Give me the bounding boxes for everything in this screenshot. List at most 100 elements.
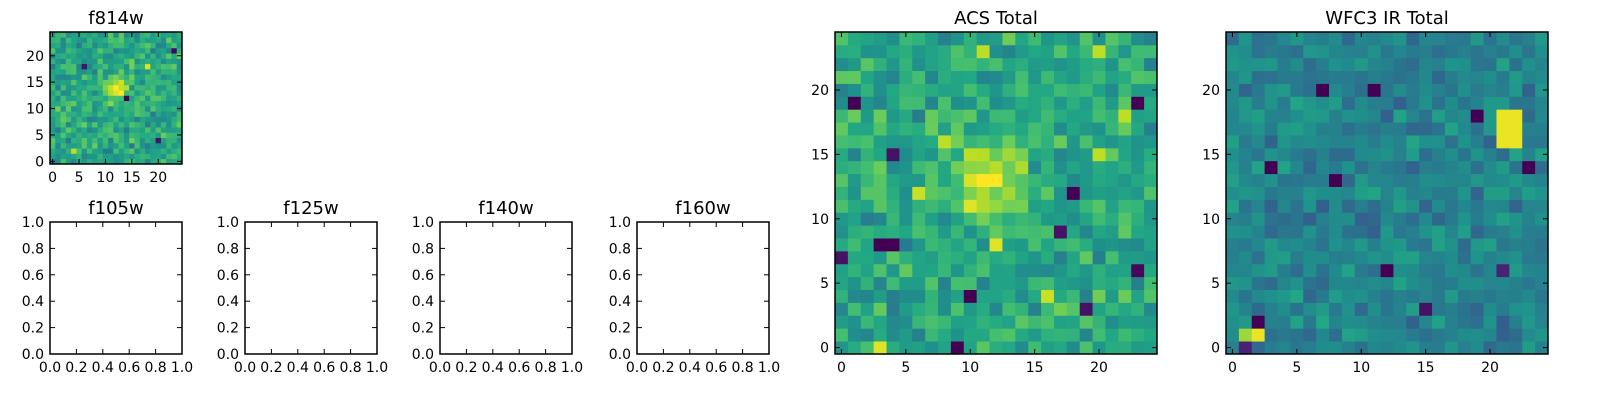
heatmap-cell	[129, 53, 135, 59]
heatmap-cell	[1226, 122, 1240, 136]
heatmap-cell	[92, 116, 98, 123]
heatmap-cell	[92, 111, 98, 117]
heatmap-cell	[1251, 160, 1266, 175]
heatmap-cell	[65, 132, 72, 138]
heatmap-cell	[123, 142, 130, 149]
heatmap-cell	[847, 212, 862, 226]
heatmap-cell	[1290, 186, 1304, 200]
heatmap-cell	[1015, 289, 1029, 303]
heatmap-cell	[118, 116, 125, 123]
heatmap-cell	[60, 142, 67, 149]
heatmap-cell	[1264, 315, 1278, 329]
x-tick-label: 5	[1292, 360, 1301, 376]
heatmap-cell	[118, 111, 125, 117]
heatmap-cell	[134, 153, 141, 160]
heatmap-cell	[1092, 44, 1106, 59]
heatmap-cell	[1522, 122, 1536, 136]
heatmap-cell	[1079, 44, 1093, 59]
heatmap-cell	[166, 74, 172, 80]
heatmap-cell	[139, 127, 146, 133]
heatmap-cell	[1290, 44, 1304, 59]
heatmap-cell	[1406, 186, 1420, 200]
heatmap-cell	[899, 122, 913, 136]
y-tick-label: 20	[26, 49, 44, 65]
heatmap-cell	[155, 153, 162, 160]
heatmap-cell	[1131, 32, 1145, 46]
heatmap-cell	[102, 100, 109, 107]
heatmap-cell	[129, 68, 135, 75]
heatmap-cell	[1496, 70, 1510, 84]
heatmap-cell	[60, 137, 67, 144]
heatmap-cell	[1419, 122, 1433, 136]
heatmap-cell	[1015, 32, 1029, 46]
heatmap-cell	[1329, 57, 1343, 72]
heatmap-cell	[899, 83, 913, 97]
heatmap-cell	[123, 100, 130, 107]
heatmap-cell	[71, 42, 77, 49]
heatmap-cell	[1393, 135, 1407, 149]
heatmap-cell	[925, 173, 939, 187]
heatmap-cell	[176, 47, 183, 54]
heatmap-cell	[81, 58, 88, 65]
heatmap-cell	[976, 315, 990, 329]
heatmap-cell	[1419, 302, 1433, 316]
heatmap-cell	[1015, 173, 1029, 187]
heatmap-cell	[1432, 212, 1446, 226]
y-tick-label: 20	[811, 83, 829, 99]
heatmap-cell	[1419, 147, 1433, 162]
y-tick-label: 1.0	[22, 215, 44, 231]
heatmap-cell	[912, 263, 926, 278]
heatmap-cell	[171, 68, 178, 75]
heatmap-cell	[1303, 341, 1317, 355]
heatmap-cell	[1329, 32, 1343, 46]
heatmap-cell	[1483, 83, 1497, 97]
heatmap-cell	[145, 100, 151, 107]
heatmap-cell	[97, 142, 104, 149]
heatmap-cell	[899, 32, 913, 46]
heatmap-cell	[1131, 96, 1145, 110]
heatmap-cell	[1432, 135, 1446, 149]
heatmap-cell	[950, 263, 965, 278]
x-tick-label: 10	[961, 360, 979, 376]
y-tick-label: 0.6	[217, 268, 239, 284]
heatmap-cell	[1264, 57, 1278, 72]
heatmap-cell	[102, 42, 109, 49]
heatmap-cell	[1226, 83, 1240, 97]
heatmap-cell	[835, 225, 849, 239]
heatmap-cell	[108, 132, 114, 138]
heatmap-cell	[925, 135, 939, 149]
heatmap-cell	[860, 289, 875, 303]
heatmap-cell	[118, 79, 125, 86]
heatmap-cell	[1393, 96, 1407, 110]
heatmap-cell	[1226, 328, 1240, 342]
heatmap-cell	[1380, 289, 1394, 303]
heatmap-cell	[976, 173, 990, 187]
heatmap-cell	[150, 148, 156, 154]
heatmap-cell	[118, 47, 125, 54]
heatmap-cell	[171, 100, 178, 107]
heatmap-cell	[145, 127, 151, 133]
heatmap-cell	[835, 109, 849, 123]
heatmap-cell	[160, 58, 167, 65]
heatmap-cell	[912, 147, 926, 162]
heatmap-cell	[1131, 57, 1145, 72]
heatmap-cell	[81, 158, 88, 165]
heatmap-cell	[1444, 199, 1459, 213]
heatmap-cell	[1290, 199, 1304, 213]
heatmap-cell	[963, 199, 978, 213]
heatmap-cell	[55, 148, 61, 154]
heatmap-cell	[1329, 341, 1343, 355]
panel-f125w: f125w 0.0 0.2 0.4 0.6 0.8 1.00.00.20.40.60.81…	[217, 198, 388, 376]
heatmap-cell	[86, 121, 93, 128]
heatmap-cell	[1028, 57, 1042, 72]
heatmap-cell	[1393, 147, 1407, 162]
heatmap-cell	[1066, 70, 1081, 84]
heatmap-cell	[166, 158, 172, 165]
heatmap-cell	[950, 238, 965, 252]
heatmap-cell	[1290, 135, 1304, 149]
heatmap-cell	[166, 127, 172, 133]
heatmap-cell	[1354, 212, 1369, 226]
heatmap-cell	[835, 302, 849, 316]
heatmap-cell	[1419, 289, 1433, 303]
